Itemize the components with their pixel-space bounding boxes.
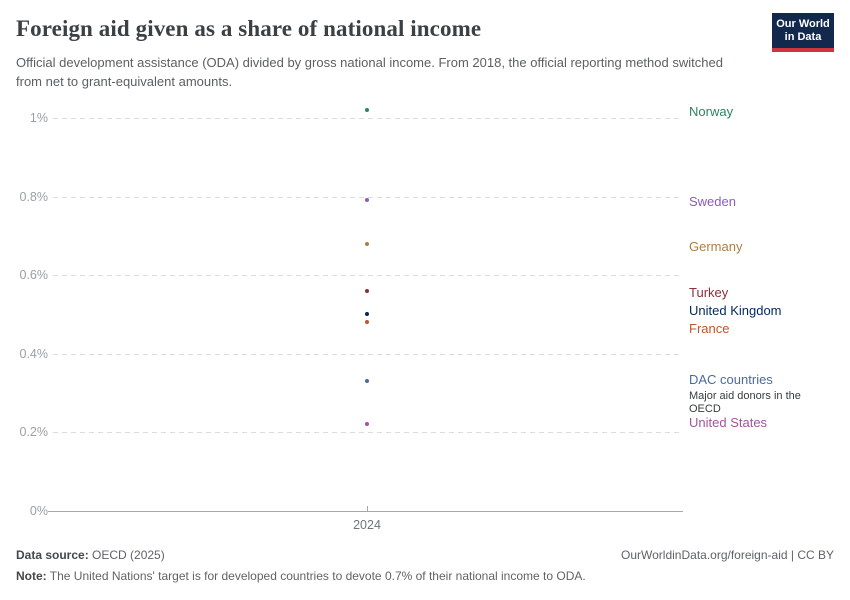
entity-name: France bbox=[689, 321, 730, 337]
gridline-1% bbox=[53, 118, 683, 119]
note-label: Note: bbox=[16, 569, 47, 583]
data-point-france[interactable] bbox=[365, 320, 369, 325]
owid-logo-stripe bbox=[772, 48, 834, 52]
gridline-0.2% bbox=[53, 432, 683, 433]
y-axis-tick-label: 0.6% bbox=[19, 268, 49, 282]
x-axis-tick-label: 2024 bbox=[353, 517, 381, 532]
chart-title: Foreign aid given as a share of national… bbox=[16, 16, 482, 41]
entity-label-united-states[interactable]: United States bbox=[689, 415, 839, 431]
y-axis-tick-label: 0% bbox=[29, 503, 48, 518]
entity-name: Turkey bbox=[689, 284, 729, 300]
data-point-turkey[interactable] bbox=[365, 288, 369, 293]
footer-source-line: OurWorldinData.org/foreign-aid | CC BY D… bbox=[16, 548, 834, 562]
entity-label-norway[interactable]: Norway bbox=[689, 104, 839, 120]
entity-label-turkey[interactable]: Turkey bbox=[689, 285, 839, 301]
data-source-value: OECD (2025) bbox=[88, 548, 165, 562]
gridline-0.8% bbox=[53, 196, 683, 198]
data-point-sweden[interactable] bbox=[365, 198, 369, 203]
entity-name: Germany bbox=[689, 238, 743, 254]
y-axis-tick-label: 0.4% bbox=[19, 346, 49, 361]
owid-logo-line2: in Data bbox=[784, 30, 822, 43]
owid-logo[interactable]: Our World in Data bbox=[772, 13, 834, 52]
entity-name: United States bbox=[689, 415, 768, 431]
owid-logo-line1: Our World bbox=[776, 17, 830, 30]
entity-label-dac-countries[interactable]: DAC countries Major aid donors in the OEC… bbox=[689, 372, 839, 416]
y-axis-tick-label: 1% bbox=[29, 111, 48, 125]
gridline-0.6% bbox=[53, 275, 683, 276]
entity-label-france[interactable]: France bbox=[689, 321, 839, 337]
entity-name: DAC countries bbox=[689, 371, 773, 387]
owid-logo-box: Our World in Data bbox=[772, 13, 834, 48]
entity-label-sweden[interactable]: Sweden bbox=[689, 194, 839, 210]
gridline-0.4% bbox=[53, 353, 683, 355]
entity-note: Major aid donors in the OECD bbox=[689, 389, 801, 415]
data-point-germany[interactable] bbox=[365, 241, 369, 246]
footer-note-line: Note: The United Nations' target is for … bbox=[16, 569, 834, 583]
attribution-link[interactable]: OurWorldinData.org/foreign-aid | CC BY bbox=[621, 548, 834, 562]
y-axis-tick-label: 0.8% bbox=[19, 189, 49, 204]
data-source-label: Data source: bbox=[16, 548, 89, 562]
entity-label-united-kingdom[interactable]: United Kingdom bbox=[689, 303, 839, 319]
data-point-united-kingdom[interactable] bbox=[365, 312, 369, 317]
x-axis-line bbox=[48, 510, 683, 512]
entity-name: United Kingdom bbox=[689, 303, 782, 319]
data-point-norway[interactable] bbox=[365, 108, 369, 113]
data-point-united-states[interactable] bbox=[365, 422, 369, 427]
note-text: The United Nations' target is for develo… bbox=[46, 569, 586, 583]
entity-name: Sweden bbox=[689, 194, 736, 210]
y-axis-tick-label: 0.2% bbox=[19, 425, 49, 439]
x-axis-tick-mark bbox=[366, 505, 368, 511]
chart-subtitle: Official development assistance (ODA) di… bbox=[16, 55, 723, 89]
entity-label-germany[interactable]: Germany bbox=[689, 239, 839, 255]
data-point-dac-countries[interactable] bbox=[365, 378, 369, 383]
entity-name: Norway bbox=[689, 104, 734, 120]
